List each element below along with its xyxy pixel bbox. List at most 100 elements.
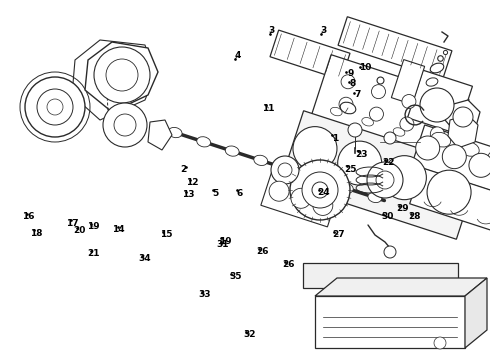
- Ellipse shape: [340, 102, 356, 114]
- Circle shape: [313, 195, 333, 215]
- Polygon shape: [311, 55, 469, 161]
- Polygon shape: [392, 59, 425, 104]
- Text: 1: 1: [333, 134, 339, 143]
- Circle shape: [103, 103, 147, 147]
- Text: 19: 19: [219, 237, 232, 246]
- Text: 2: 2: [181, 166, 187, 175]
- Text: 19: 19: [87, 222, 99, 231]
- Text: 26: 26: [282, 260, 294, 269]
- Text: 3: 3: [320, 26, 326, 35]
- Circle shape: [25, 77, 85, 137]
- Text: 10: 10: [359, 63, 371, 72]
- Circle shape: [338, 141, 382, 185]
- Text: 28: 28: [408, 212, 420, 221]
- Text: 17: 17: [66, 219, 79, 228]
- Text: 4: 4: [234, 51, 241, 60]
- Circle shape: [402, 95, 416, 108]
- Circle shape: [384, 246, 396, 258]
- Text: 16: 16: [22, 212, 35, 221]
- Polygon shape: [148, 120, 172, 150]
- Polygon shape: [280, 111, 480, 239]
- Polygon shape: [85, 42, 158, 112]
- Polygon shape: [410, 168, 490, 242]
- Text: 24: 24: [317, 188, 330, 197]
- Polygon shape: [315, 278, 487, 296]
- Circle shape: [302, 172, 338, 208]
- Circle shape: [47, 99, 63, 115]
- Text: 9: 9: [347, 69, 354, 78]
- Circle shape: [369, 107, 384, 121]
- Circle shape: [416, 136, 440, 160]
- Polygon shape: [72, 40, 155, 120]
- Circle shape: [293, 127, 337, 171]
- Circle shape: [420, 88, 454, 122]
- Circle shape: [400, 117, 414, 131]
- Text: 8: 8: [350, 79, 356, 88]
- Text: 7: 7: [354, 90, 361, 99]
- Text: 3: 3: [269, 26, 275, 35]
- Text: 13: 13: [182, 190, 195, 199]
- Ellipse shape: [225, 146, 239, 156]
- Circle shape: [341, 75, 355, 89]
- Circle shape: [371, 85, 386, 99]
- Text: 29: 29: [396, 204, 409, 212]
- Text: 12: 12: [186, 179, 199, 188]
- Text: 15: 15: [160, 230, 173, 239]
- Circle shape: [312, 182, 328, 198]
- Ellipse shape: [362, 117, 373, 126]
- Circle shape: [94, 47, 150, 103]
- Ellipse shape: [460, 141, 479, 156]
- Text: 21: 21: [87, 249, 99, 258]
- Polygon shape: [408, 70, 472, 134]
- Polygon shape: [338, 17, 452, 79]
- Circle shape: [469, 153, 490, 177]
- Ellipse shape: [368, 192, 382, 203]
- Polygon shape: [302, 262, 458, 288]
- Polygon shape: [315, 296, 465, 348]
- Ellipse shape: [168, 127, 182, 138]
- Ellipse shape: [282, 165, 296, 175]
- Circle shape: [427, 170, 471, 214]
- Circle shape: [290, 160, 350, 220]
- Circle shape: [432, 104, 446, 118]
- Circle shape: [269, 181, 289, 201]
- Text: 20: 20: [73, 226, 86, 235]
- Circle shape: [106, 59, 138, 91]
- Text: 26: 26: [256, 248, 269, 256]
- Text: 32: 32: [244, 330, 256, 338]
- Text: 22: 22: [382, 158, 395, 167]
- Circle shape: [348, 123, 362, 137]
- Circle shape: [291, 188, 311, 208]
- Ellipse shape: [393, 128, 405, 136]
- Ellipse shape: [311, 174, 325, 184]
- Ellipse shape: [330, 107, 342, 116]
- Text: 30: 30: [381, 212, 393, 221]
- Polygon shape: [261, 169, 339, 227]
- Text: 25: 25: [344, 165, 357, 174]
- Circle shape: [37, 89, 73, 125]
- Circle shape: [367, 162, 403, 198]
- Text: 18: 18: [30, 229, 43, 238]
- Text: 35: 35: [229, 272, 242, 281]
- Text: 33: 33: [198, 290, 211, 299]
- Text: 5: 5: [213, 189, 219, 198]
- Text: 27: 27: [332, 230, 344, 239]
- Circle shape: [384, 132, 396, 144]
- Polygon shape: [412, 125, 490, 205]
- Ellipse shape: [254, 155, 268, 166]
- Text: 6: 6: [237, 189, 243, 198]
- Ellipse shape: [424, 138, 436, 147]
- Circle shape: [442, 145, 466, 168]
- Ellipse shape: [340, 183, 353, 193]
- Text: 14: 14: [112, 225, 125, 234]
- Ellipse shape: [197, 137, 211, 147]
- Circle shape: [271, 156, 299, 184]
- Ellipse shape: [430, 63, 444, 73]
- Circle shape: [382, 156, 426, 200]
- Circle shape: [430, 127, 444, 141]
- Text: 31: 31: [217, 240, 229, 249]
- Polygon shape: [270, 30, 350, 80]
- Circle shape: [376, 171, 394, 189]
- Ellipse shape: [488, 151, 490, 166]
- Ellipse shape: [431, 132, 451, 147]
